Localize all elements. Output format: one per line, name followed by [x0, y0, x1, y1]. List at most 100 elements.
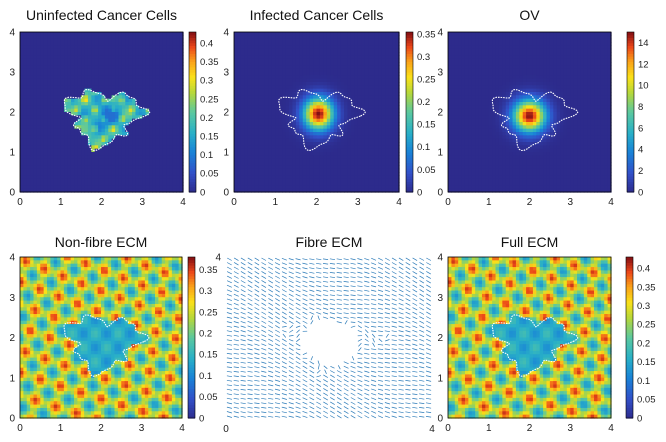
- heatmap-cell: [268, 102, 273, 106]
- heatmap-cell: [26, 155, 31, 160]
- heatmap-cell: [330, 188, 335, 193]
- heatmap-cell: [36, 152, 41, 156]
- heatmap-cell: [159, 48, 164, 53]
- heatmap-cell: [169, 118, 174, 123]
- heatmap-cell: [149, 78, 154, 83]
- heatmap-cell: [179, 155, 184, 160]
- heatmap-cell: [282, 45, 287, 50]
- heatmap-cell: [94, 155, 99, 160]
- heatmap-cell: [240, 92, 245, 96]
- heatmap-cell: [251, 175, 256, 180]
- heatmap-cell: [271, 168, 276, 173]
- heatmap-cell: [40, 152, 45, 156]
- heatmap-cell: [392, 145, 397, 150]
- heatmap-cell: [395, 132, 400, 136]
- heatmap-cell: [512, 32, 517, 36]
- heatmap-cell: [149, 125, 154, 130]
- heatmap-cell: [98, 145, 103, 150]
- heatmap-cell: [553, 38, 558, 43]
- heatmap-cell: [299, 88, 304, 93]
- heatmap-cell: [74, 185, 79, 190]
- heatmap-cell: [357, 88, 362, 93]
- heatmap-cell: [26, 82, 31, 86]
- heatmap-cell: [94, 175, 99, 180]
- heatmap-cell: [350, 168, 355, 173]
- heatmap-cell: [344, 75, 349, 80]
- heatmap-cell: [285, 58, 290, 63]
- heatmap-cell: [350, 85, 355, 90]
- heatmap-cell: [40, 58, 45, 63]
- heatmap-cell: [306, 72, 311, 76]
- heatmap-cell: [361, 178, 366, 183]
- heatmap-cell: [81, 122, 86, 126]
- heatmap-cell: [118, 148, 123, 153]
- heatmap-cell: [135, 128, 140, 133]
- heatmap-cell: [395, 175, 400, 180]
- heatmap-cell: [77, 188, 82, 193]
- y-tick-label: 3: [9, 68, 15, 79]
- heatmap-cell: [395, 45, 400, 50]
- heatmap-cell: [162, 175, 167, 180]
- heatmap-cell: [275, 92, 280, 96]
- heatmap-cell: [142, 55, 147, 60]
- heatmap-cell: [135, 98, 140, 103]
- heatmap-cell: [166, 82, 171, 86]
- heatmap-cell: [166, 52, 171, 56]
- heatmap-cell: [378, 68, 383, 73]
- heatmap-cell: [166, 125, 171, 130]
- heatmap-cell: [271, 122, 276, 126]
- heatmap-cell: [67, 58, 72, 63]
- heatmap-cell: [64, 42, 69, 46]
- heatmap-cell: [254, 112, 259, 116]
- heatmap-cell: [461, 45, 466, 50]
- heatmap-cell: [347, 75, 352, 80]
- heatmap-cell: [87, 162, 92, 166]
- heatmap-cell: [344, 125, 349, 130]
- colorbar-segment: [406, 176, 413, 180]
- heatmap-cell: [292, 78, 297, 83]
- heatmap-cell: [278, 182, 283, 186]
- heatmap-cell: [118, 62, 123, 66]
- heatmap-cell: [330, 172, 335, 176]
- heatmap-cell: [299, 98, 304, 103]
- heatmap-cell: [254, 45, 259, 50]
- heatmap-cell: [67, 182, 72, 186]
- heatmap-cell: [237, 82, 242, 86]
- heatmap-cell: [295, 152, 300, 156]
- heatmap-cell: [323, 115, 328, 120]
- heatmap-cell: [98, 178, 103, 183]
- heatmap-cell: [292, 82, 297, 86]
- heatmap-cell: [91, 115, 96, 120]
- heatmap-cell: [258, 138, 263, 143]
- heatmap-cell: [306, 185, 311, 190]
- heatmap-cell: [84, 38, 89, 43]
- heatmap-cell: [155, 145, 160, 150]
- heatmap-cell: [258, 188, 263, 193]
- heatmap-cell: [237, 155, 242, 160]
- heatmap-cell: [121, 85, 126, 90]
- heatmap-cell: [179, 188, 184, 193]
- heatmap-cell: [115, 162, 120, 166]
- heatmap-cell: [172, 42, 177, 46]
- heatmap-cell: [53, 152, 58, 156]
- heatmap-cell: [57, 62, 62, 66]
- heatmap-cell: [125, 88, 130, 93]
- heatmap-cell: [607, 38, 612, 43]
- heatmap-cell: [111, 45, 116, 50]
- heatmap-cell: [271, 82, 276, 86]
- heatmap-cell: [74, 125, 79, 130]
- heatmap-cell: [299, 75, 304, 80]
- heatmap-cell: [282, 112, 287, 116]
- heatmap-cell: [374, 108, 379, 113]
- heatmap-cell: [149, 112, 154, 116]
- heatmap-cell: [166, 35, 171, 40]
- heatmap-cell: [388, 48, 393, 53]
- heatmap-cell: [26, 128, 31, 133]
- heatmap-cell: [261, 138, 266, 143]
- heatmap-cell: [70, 132, 75, 136]
- heatmap-cell: [268, 92, 273, 96]
- heatmap-cell: [485, 35, 490, 40]
- heatmap-cell: [292, 88, 297, 93]
- heatmap-cell: [251, 145, 256, 150]
